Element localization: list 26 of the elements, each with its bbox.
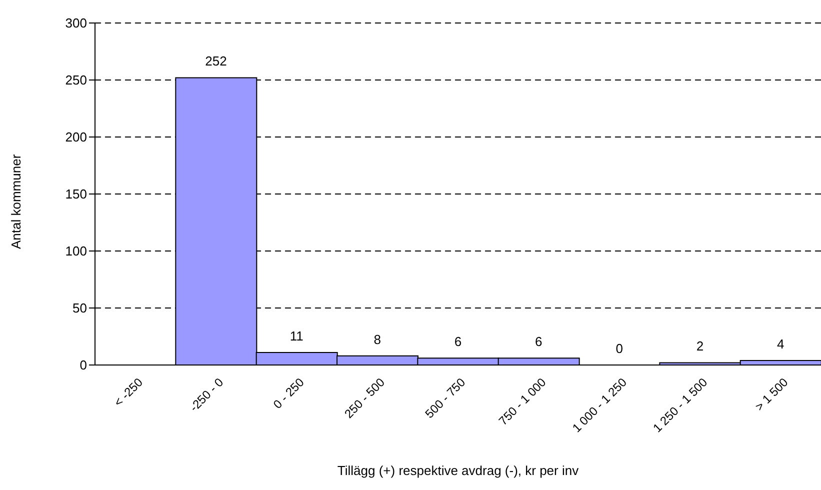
- x-tick-label: 500 - 750: [422, 375, 468, 421]
- y-tick-label: 100: [65, 244, 87, 259]
- data-label: 4: [777, 336, 784, 352]
- y-axis-title: Antal kommuner: [8, 154, 24, 249]
- y-tick-label: 0: [80, 358, 87, 373]
- data-label: 8: [374, 332, 381, 347]
- y-tick-label: 300: [65, 16, 87, 31]
- x-tick-label: 750 - 1 000: [496, 374, 550, 428]
- data-label: 11: [290, 328, 304, 344]
- y-tick-label: 150: [65, 186, 87, 202]
- data-label: 6: [454, 334, 462, 350]
- x-tick-label: -250 - 0: [186, 374, 226, 414]
- data-label: 6: [535, 334, 542, 350]
- data-label: 0: [616, 341, 623, 356]
- y-tick-label: 250: [65, 72, 87, 88]
- data-label: 252: [205, 54, 227, 69]
- x-tick-label: 0 - 250: [270, 374, 308, 412]
- y-tick-label: 200: [65, 130, 87, 145]
- x-tick-label: 1 000 - 1 250: [570, 375, 630, 436]
- y-tick-label: 50: [72, 300, 87, 316]
- x-tick-label: > 1 500: [752, 374, 792, 414]
- x-axis-title: Tillägg (+) respektive avdrag (-), kr per inv: [337, 463, 580, 478]
- x-tick-label: 1 250 - 1 500: [650, 375, 710, 436]
- data-label: 2: [696, 338, 704, 354]
- x-tick-label: < -250: [111, 374, 146, 410]
- x-tick-label: 250 - 500: [342, 375, 388, 421]
